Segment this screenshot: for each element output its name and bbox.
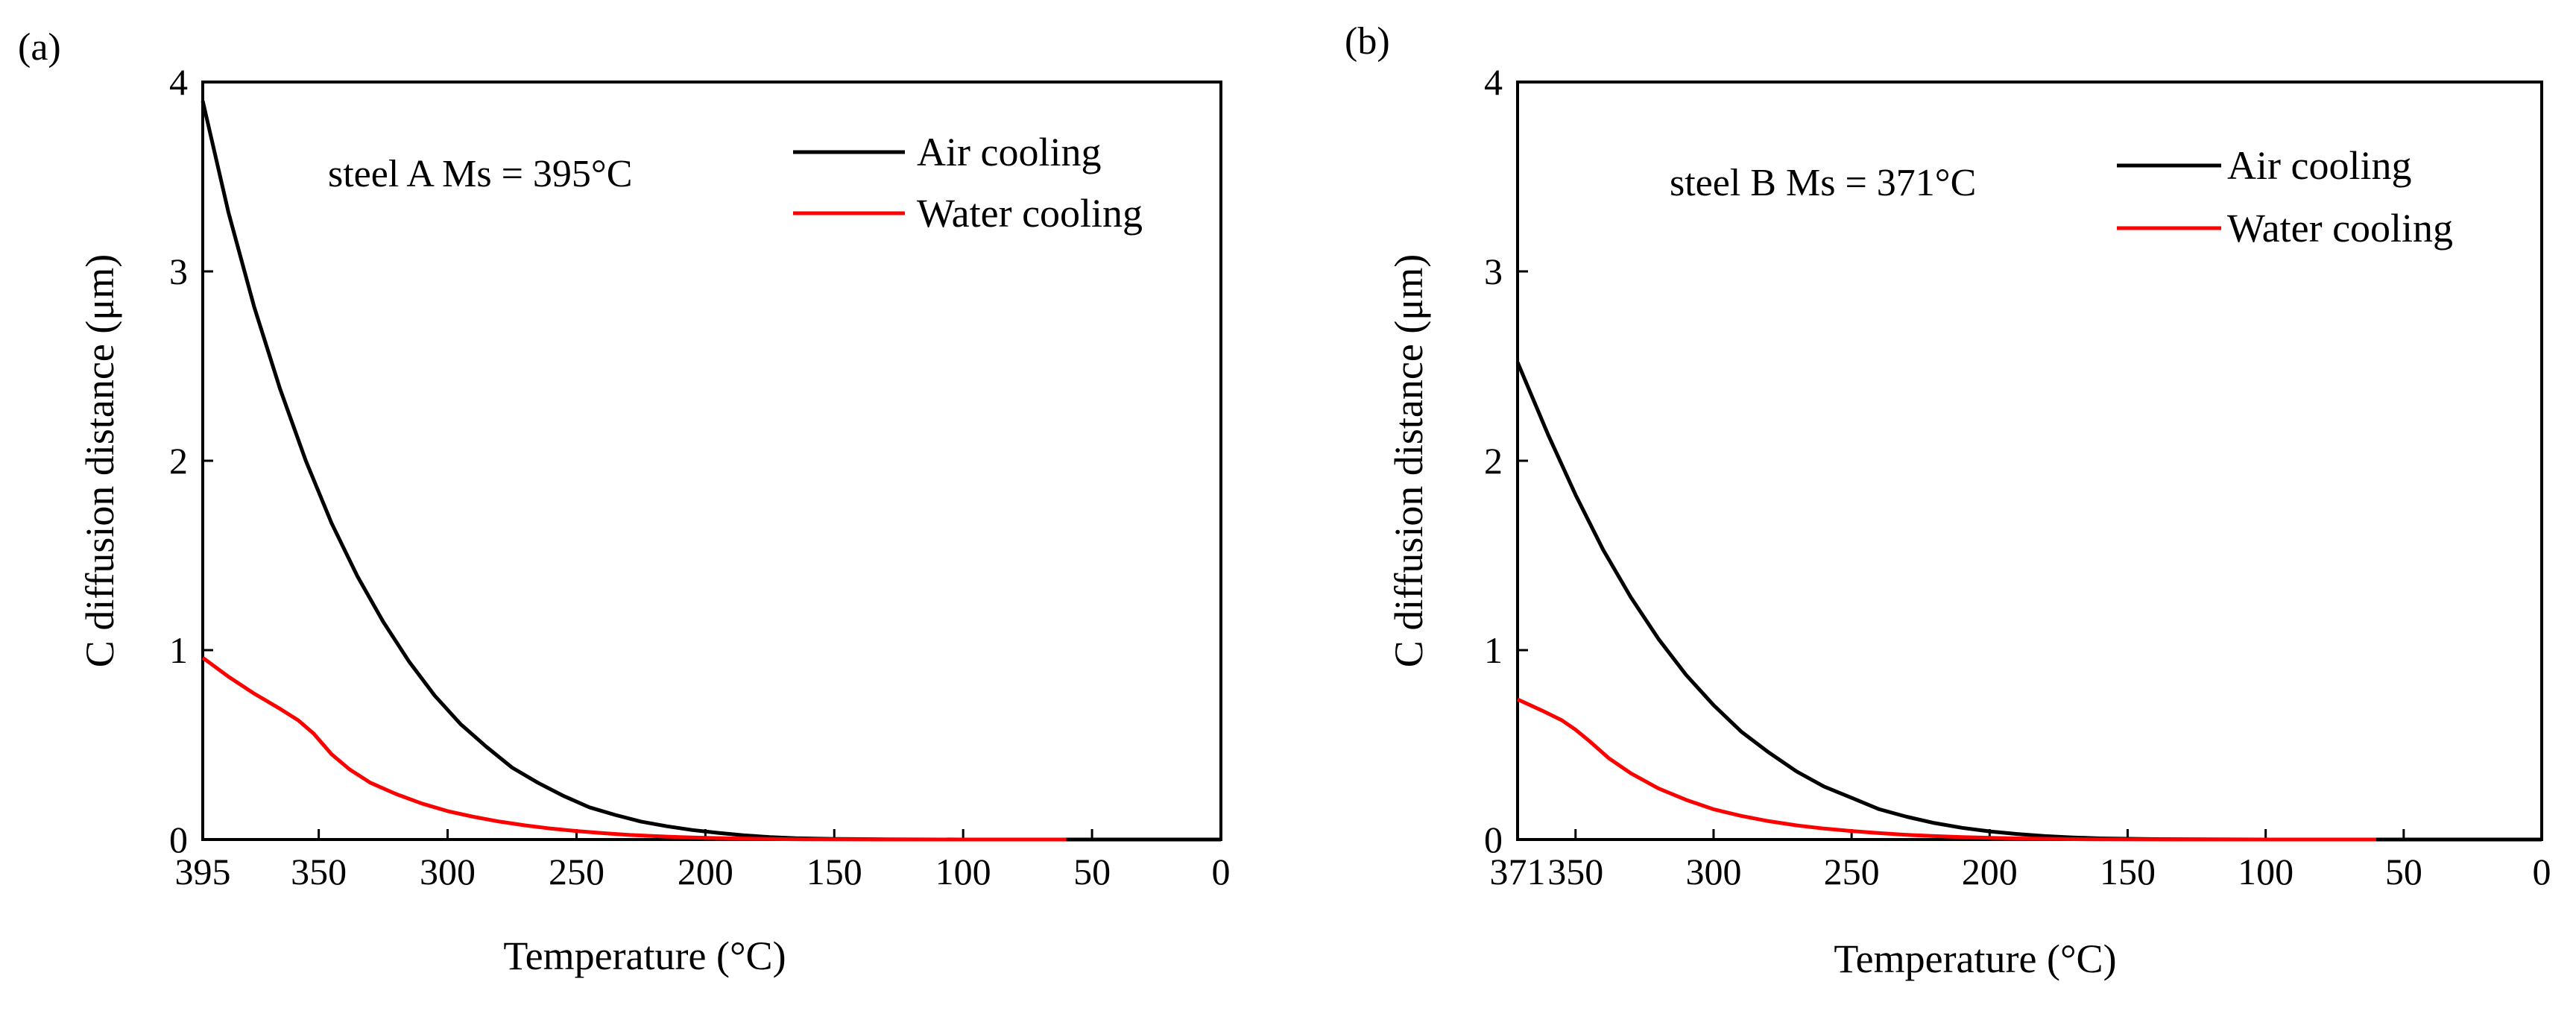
x-tick-label: 100 xyxy=(2238,851,2294,892)
x-tick-label: 150 xyxy=(806,851,862,892)
x-axis-label: Temperature (°C) xyxy=(503,933,786,978)
x-tick-label: 350 xyxy=(291,851,347,892)
x-tick-label: 300 xyxy=(420,851,476,892)
chart-annotation: steel A Ms = 395°C xyxy=(328,153,632,195)
series-line-water-cooling xyxy=(201,656,1067,842)
x-tick-label: 0 xyxy=(2533,851,2551,892)
y-tick-label: 1 xyxy=(169,629,188,671)
y-axis-label: C diffusion distance (μm) xyxy=(78,254,122,667)
y-tick-label: 4 xyxy=(1484,61,1503,103)
y-tick-label: 2 xyxy=(169,440,188,482)
x-tick-label: 150 xyxy=(2100,851,2156,892)
series-layer xyxy=(201,100,1221,842)
legend: Air cooling Water cooling xyxy=(2117,143,2453,251)
x-tick-label: 350 xyxy=(1547,851,1603,892)
x-tick-label: 200 xyxy=(678,851,733,892)
chart-panel-a: (a) 395 350 300 250 200 150 100 50 0 0 1 2 3 4 steel … xyxy=(18,26,1231,978)
x-tick-label: 50 xyxy=(1073,851,1111,892)
y-tick-label: 1 xyxy=(1484,629,1503,671)
y-tick-label: 3 xyxy=(169,251,188,292)
x-tick-label: 0 xyxy=(1212,851,1231,892)
legend-label-water-cooling: Water cooling xyxy=(2227,206,2453,251)
tick-layer: 371 350 300 250 200 150 100 50 0 0 1 2 3 4 xyxy=(1484,61,2551,892)
x-tick-label: 250 xyxy=(549,851,604,892)
legend-label-air-cooling: Air cooling xyxy=(917,130,1101,174)
y-axis-label: C diffusion distance (μm) xyxy=(1386,254,1431,667)
x-tick-label: 300 xyxy=(1685,851,1741,892)
y-tick-label: 0 xyxy=(1484,819,1503,860)
legend: Air cooling Water cooling xyxy=(793,130,1143,236)
legend-label-air-cooling: Air cooling xyxy=(2227,143,2411,188)
y-tick-label: 2 xyxy=(1484,440,1503,482)
y-tick-label: 4 xyxy=(169,61,188,103)
series-layer xyxy=(1515,361,2542,842)
y-tick-label: 3 xyxy=(1484,251,1503,292)
x-tick-label: 50 xyxy=(2385,851,2422,892)
chart-panel-b: (b) 371 350 300 250 200 150 100 50 0 0 1 2 3 4 steel … xyxy=(1345,20,2551,981)
x-tick-label: 100 xyxy=(935,851,991,892)
panel-label: (b) xyxy=(1345,20,1390,63)
series-line-water-cooling xyxy=(1516,697,2376,842)
y-tick-label: 0 xyxy=(169,819,188,860)
legend-label-water-cooling: Water cooling xyxy=(917,191,1143,236)
x-tick-label: 200 xyxy=(1962,851,2018,892)
x-tick-label: 371 xyxy=(1490,851,1546,892)
tick-layer: 395 350 300 250 200 150 100 50 0 0 1 2 3 4 xyxy=(169,61,1231,892)
panel-label: (a) xyxy=(18,26,61,69)
x-tick-label: 395 xyxy=(175,851,231,892)
x-tick-label: 250 xyxy=(1824,851,1880,892)
chart-annotation: steel B Ms = 371°C xyxy=(1670,162,1976,204)
x-axis-label: Temperature (°C) xyxy=(1834,936,2116,981)
